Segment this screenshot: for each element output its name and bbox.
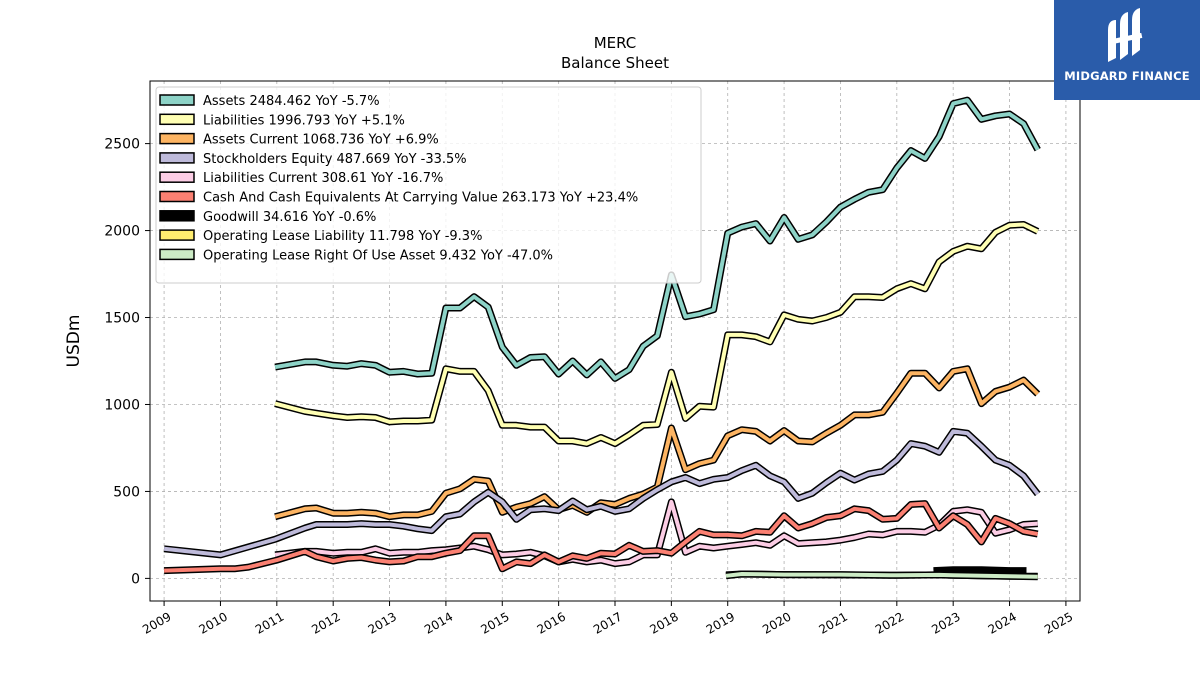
legend: Assets 2484.462 YoY -5.7% Liabilities 199… [155,86,702,284]
series-line-cash-and-cash-equivalents-at-carrying-value [164,501,1039,573]
legend-entry: Liabilities 1996.793 YoY +5.1% [203,113,405,128]
legend-entry: Liabilities Current 308.61 YoY -16.7% [203,171,443,186]
x-tick-label: 2024 [986,609,1019,636]
series-line-assets [274,98,1040,381]
legend-swatch [159,210,195,222]
series-line-liabilities-current [274,499,1038,566]
x-axis: 2009 2010 2011 2012 2013 2014 2015 2016 2017 2018… [140,601,1075,637]
y-tick-label: 2500 [104,137,140,153]
logo-text: MIDGARD FINANCE [1064,69,1190,83]
x-tick-label: 2013 [366,609,399,636]
x-tick-label: 2019 [704,609,737,636]
legend-entry: Stockholders Equity 487.669 YoY -33.5% [203,152,467,167]
chart-subtitle: Balance Sheet [561,54,669,72]
legend-swatch [159,152,195,164]
legend-swatch [159,229,195,241]
x-tick-label: 2009 [140,609,173,636]
x-tick-label: 2016 [535,609,568,636]
chart-title: MERC [594,34,637,52]
legend-entry: Goodwill 34.616 YoY -0.6% [203,210,376,225]
legend-entry: Assets 2484.462 YoY -5.7% [203,94,380,109]
legend-swatch [159,190,195,203]
series-line-operating-lease-right-of-use-asset [725,572,1038,579]
legend-swatch [159,248,195,261]
y-tick-label: 2000 [104,224,140,240]
y-axis: 0 500 1000 1500 2000 2500 [104,137,150,587]
x-tick-label: 2015 [478,609,511,636]
x-tick-label: 2018 [647,609,680,636]
x-tick-label: 2012 [309,609,342,636]
series-line-stockholders-equity [163,429,1040,557]
legend-entry: Operating Lease Liability 11.798 YoY -9.… [203,229,482,244]
x-tick-label: 2011 [253,609,286,636]
y-tick-label: 0 [131,571,140,587]
x-tick-label: 2025 [1042,609,1075,636]
series-line-assets-current [274,366,1040,519]
x-tick-label: 2022 [873,609,906,636]
series-line-liabilities [274,222,1039,446]
series-line-goodwill [933,567,1027,573]
y-tick-label: 500 [113,484,140,500]
y-axis-label: USDm [64,315,84,368]
legend-swatch [159,132,195,145]
x-tick-label: 2023 [929,609,962,636]
series-lines [163,96,1041,581]
legend-swatch [159,94,195,106]
y-tick-label: 1000 [104,397,140,413]
x-tick-label: 2017 [591,609,624,636]
y-tick-label: 1500 [104,311,140,327]
x-tick-label: 2014 [422,609,455,636]
legend-swatch [159,113,195,126]
legend-entry: Cash And Cash Equivalents At Carrying Va… [203,191,638,206]
legend-entry: Operating Lease Right Of Use Asset 9.432… [203,248,553,263]
x-tick-label: 2020 [760,609,793,636]
legend-box [155,86,702,284]
x-tick-label: 2021 [817,609,850,636]
legend-entry: Assets Current 1068.736 YoY +6.9% [203,133,439,148]
midgard-logo-icon [1108,8,1143,62]
midgard-finance-logo: MIDGARD FINANCE [1054,0,1200,100]
legend-swatch [159,171,195,183]
x-tick-label: 2010 [197,609,230,636]
